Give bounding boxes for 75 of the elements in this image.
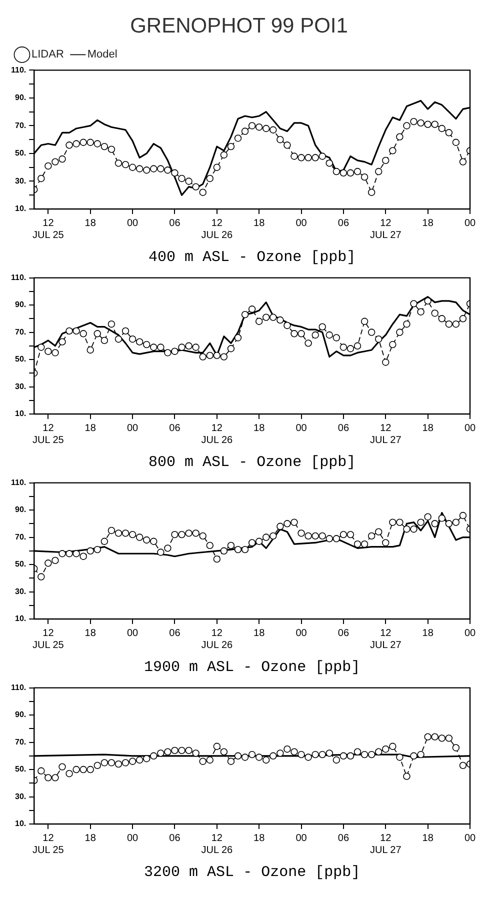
y-tick-label: 70. (15, 737, 26, 746)
x-tick-label: 00 (126, 628, 139, 639)
x-tick-label: 00 (296, 832, 308, 844)
y-tick-label: 110. (10, 478, 26, 488)
y-tick-label: 50. (15, 560, 26, 569)
x-tick-label: 12 JUL 27 (370, 422, 402, 446)
x-tick-label: 06 (338, 422, 350, 434)
y-tick-label: 30. (15, 176, 26, 186)
y-tick-label: 70. (15, 532, 26, 542)
x-tick-label: 00 (296, 422, 308, 434)
y-tick-label: 90. (15, 300, 26, 310)
x-tick-label: 00 (126, 832, 139, 844)
x-tick-label: 06 (338, 628, 350, 639)
y-tick-label: 30. (15, 586, 26, 596)
y-tick-label: 10. (15, 204, 26, 214)
y-tick-label: 10. (15, 819, 26, 828)
x-tick-label: 12 JUL 25 (32, 832, 64, 856)
x-tick-label: 06 (169, 628, 181, 639)
y-tick-label: 90. (15, 93, 26, 102)
y-tick-label: 90. (15, 505, 26, 514)
y-tick-label: 70. (15, 120, 26, 130)
x-tick-label: 12 JUL 26 (201, 832, 233, 856)
chart-title: GRENOPHOT 99 POI1 (130, 14, 348, 38)
x-tick-label: 18 (84, 628, 96, 639)
x-tick-label: 00 (464, 218, 476, 229)
x-tick-label: 12 JUL 26 (201, 422, 233, 446)
x-tick-label: 12 JUL 27 (370, 832, 402, 856)
y-tick-label: 10. (15, 614, 26, 624)
x-tick-label: 00 (464, 422, 476, 434)
x-tick-label: 12 JUL 26 (201, 628, 233, 651)
x-tick-label: 06 (338, 218, 350, 229)
y-tick-label: 70. (15, 327, 26, 336)
y-tick-label: 30. (15, 792, 26, 801)
x-axis-title: 400 m ASL - Ozone [ppb] (148, 248, 356, 266)
y-tick-label: 10. (15, 409, 26, 418)
x-tick-label: 18 (422, 832, 434, 844)
x-tick-label: 18 (84, 422, 96, 434)
x-axis-title: 3200 m ASL - Ozone [ppb] (144, 864, 360, 881)
x-tick-label: 00 (126, 218, 139, 229)
x-tick-label: 00 (296, 218, 308, 229)
x-tick-label: 12 JUL 25 (32, 218, 64, 241)
x-tick-label: 18 (422, 218, 434, 229)
x-tick-label: 18 (254, 218, 266, 229)
x-tick-label: 18 (254, 422, 266, 434)
x-tick-label: 06 (169, 422, 181, 434)
x-tick-label: 00 (464, 628, 476, 639)
x-tick-label: 12 JUL 27 (370, 628, 402, 651)
legend-label: Model (87, 48, 118, 61)
y-tick-label: 110. (10, 65, 26, 74)
x-axis-title: 1900 m ASL - Ozone [ppb] (144, 658, 360, 676)
x-tick-label: 18 (254, 628, 266, 639)
x-axis-title: 800 m ASL - Ozone [ppb] (148, 454, 356, 471)
x-tick-label: 06 (338, 832, 350, 844)
x-tick-label: 18 (84, 832, 96, 844)
x-tick-label: 12 JUL 26 (201, 218, 233, 241)
y-tick-label: 110. (10, 683, 26, 692)
y-tick-label: 110. (10, 273, 26, 282)
y-tick-label: 30. (15, 382, 26, 391)
y-tick-label: 50. (15, 354, 26, 364)
x-tick-label: 18 (254, 832, 266, 844)
x-tick-label: 18 (422, 422, 434, 434)
y-tick-label: 90. (15, 710, 26, 720)
x-tick-label: 06 (169, 832, 181, 844)
y-tick-label: 50. (15, 148, 26, 158)
legend-label: LIDAR (32, 48, 64, 61)
x-tick-label: 12 JUL 27 (370, 218, 402, 241)
x-tick-label: 00 (126, 422, 139, 434)
x-tick-label: 12 JUL 25 (32, 422, 64, 446)
x-tick-label: 06 (169, 218, 181, 229)
x-tick-label: 18 (84, 218, 96, 229)
y-tick-label: 50. (15, 764, 26, 774)
x-tick-label: 12 JUL 25 (32, 628, 64, 651)
x-tick-label: 18 (422, 628, 434, 639)
x-tick-label: 00 (464, 832, 476, 844)
x-tick-label: 00 (296, 628, 308, 639)
